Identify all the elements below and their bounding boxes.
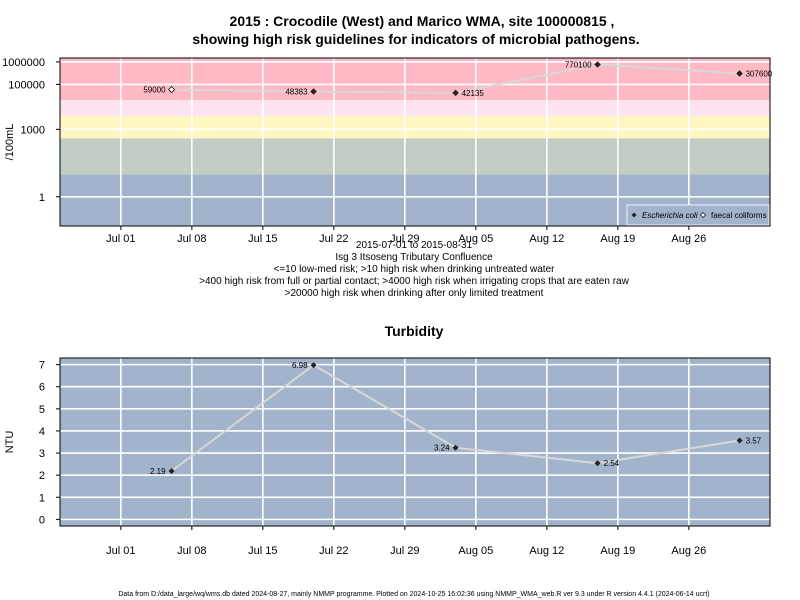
y-tick-label: 1	[39, 492, 45, 504]
x-tick-label: Jul 01	[106, 233, 135, 245]
y-tick-label: 1000	[21, 124, 45, 136]
y-tick-label: 2	[39, 470, 45, 482]
faecal-coliform-point-0	[167, 85, 176, 94]
turbidity-point-0	[168, 467, 175, 474]
turbidity-x-axis: Jul 01 Jul 08 Jul 15 Jul 22 Jul 29 Aug 05 Aug …	[106, 526, 706, 557]
x-tick-label: Aug 05	[458, 233, 493, 245]
caption-risk-low: <=10 low-med risk; >10 high risk when dr…	[274, 264, 556, 275]
microbial-gridlines	[60, 58, 770, 226]
x-tick-label: Aug 12	[529, 233, 564, 245]
data-label: 307600	[746, 69, 773, 78]
microbial-y-axis: 1 1000 100000 1000000	[2, 57, 60, 204]
x-tick-label: Jul 08	[177, 233, 206, 245]
legend-faecal-label: faecal coliforms	[711, 211, 767, 220]
x-tick-label: Jul 15	[248, 233, 277, 245]
legend-ecoli-marker	[631, 212, 637, 218]
x-tick-label: Aug 05	[458, 545, 493, 557]
legend-faecal-marker	[699, 211, 707, 219]
legend-box	[626, 204, 770, 226]
turbidity-plot-frame	[59, 357, 771, 527]
y-tick-label: 6	[39, 382, 45, 394]
turbidity-chart: Turbidity 2.196.983.242.543.57 Jul 01 Jul…	[4, 323, 771, 557]
footer-note: Data from D:/data_large/wq/wms.db dated …	[118, 591, 709, 598]
microbial-x-axis: Jul 01 Jul 08 Jul 15 Jul 22 Jul 29 Aug 05 Aug …	[106, 226, 706, 245]
turbidity-y-axis: 0 1 2 3 4 5 6 7	[39, 360, 60, 526]
caption-site-name: Isg 3 Itsoseng Tributary Confluence	[335, 252, 493, 263]
turbidity-point-3	[594, 460, 601, 467]
ecoli-point-1	[452, 89, 459, 97]
x-tick-label: Jul 29	[390, 545, 419, 557]
turbidity-point-4	[736, 437, 743, 444]
legend-ecoli-label: Escherichia coli	[642, 211, 698, 220]
data-label: 6.98	[292, 361, 308, 370]
y-tick-label: 7	[39, 360, 45, 372]
caption-risk-contact: >400 high risk from full or partial cont…	[199, 276, 629, 287]
x-tick-label: Aug 26	[671, 545, 706, 557]
turbidity-point-2	[452, 444, 459, 451]
microbial-y-axis-label: /100mL	[4, 124, 16, 161]
data-label: 3.57	[746, 436, 762, 445]
y-tick-label: 4	[39, 426, 45, 438]
caption-risk-treatment: >20000 high risk when drinking after onl…	[285, 288, 544, 299]
data-label: 2.19	[150, 467, 166, 476]
x-tick-label: Aug 19	[600, 545, 635, 557]
microbial-chart-subtitle: showing high risk guidelines for indicat…	[192, 31, 639, 47]
turbidity-plot-background	[60, 358, 770, 526]
data-label: 42135	[462, 89, 485, 98]
data-label: 59000	[143, 86, 166, 95]
microbial-data-points: 48383 42135 770100 307600 59000	[143, 61, 772, 98]
y-tick-label: 1000000	[2, 57, 45, 69]
risk-band-2	[60, 115, 770, 139]
x-tick-label: Aug 12	[529, 545, 564, 557]
turbidity-y-axis-label: NTU	[4, 431, 16, 454]
x-tick-label: Jul 29	[390, 233, 419, 245]
y-tick-label: 3	[39, 448, 45, 460]
ecoli-point-3	[736, 70, 743, 77]
ecoli-point-0	[310, 88, 317, 95]
y-tick-label: 100000	[8, 79, 45, 91]
x-tick-label: Jul 22	[319, 545, 348, 557]
data-label: 770100	[565, 61, 592, 70]
data-label: 2.54	[604, 459, 620, 468]
data-label: 48383	[285, 88, 308, 97]
caption-date-range: 2015-07-01 to 2015-08-31	[356, 240, 473, 251]
legend: Escherichia coli faecal coliforms	[626, 204, 770, 226]
turbidity-chart-title: Turbidity	[385, 323, 444, 339]
x-tick-label: Aug 26	[671, 233, 706, 245]
microbial-chart: 2015 : Crocodile (West) and Marico WMA, …	[2, 13, 773, 299]
x-tick-label: Jul 15	[248, 545, 277, 557]
x-tick-label: Jul 22	[319, 233, 348, 245]
risk-bands	[60, 58, 770, 226]
y-tick-label: 5	[39, 404, 45, 416]
turbidity-data-points: 2.19 6.98 3.24 2.54 3.57	[150, 361, 762, 476]
risk-band-1	[60, 138, 770, 175]
turbidity-point-1	[310, 362, 317, 369]
ecoli-point-2	[594, 61, 601, 68]
data-label: 3.24	[434, 444, 450, 453]
microbial-chart-title: 2015 : Crocodile (West) and Marico WMA, …	[230, 13, 615, 29]
microbial-plot-frame	[59, 57, 771, 227]
x-tick-label: Jul 01	[106, 545, 135, 557]
y-tick-label: 1	[39, 192, 45, 204]
turbidity-gridlines	[60, 358, 770, 526]
microbial-captions: 2015-07-01 to 2015-08-31 Isg 3 Itsoseng …	[199, 240, 629, 299]
x-tick-label: Jul 08	[177, 545, 206, 557]
y-tick-label: 0	[39, 514, 45, 526]
x-tick-label: Aug 19	[600, 233, 635, 245]
risk-band-3	[60, 100, 770, 116]
risk-band-4	[60, 58, 770, 101]
